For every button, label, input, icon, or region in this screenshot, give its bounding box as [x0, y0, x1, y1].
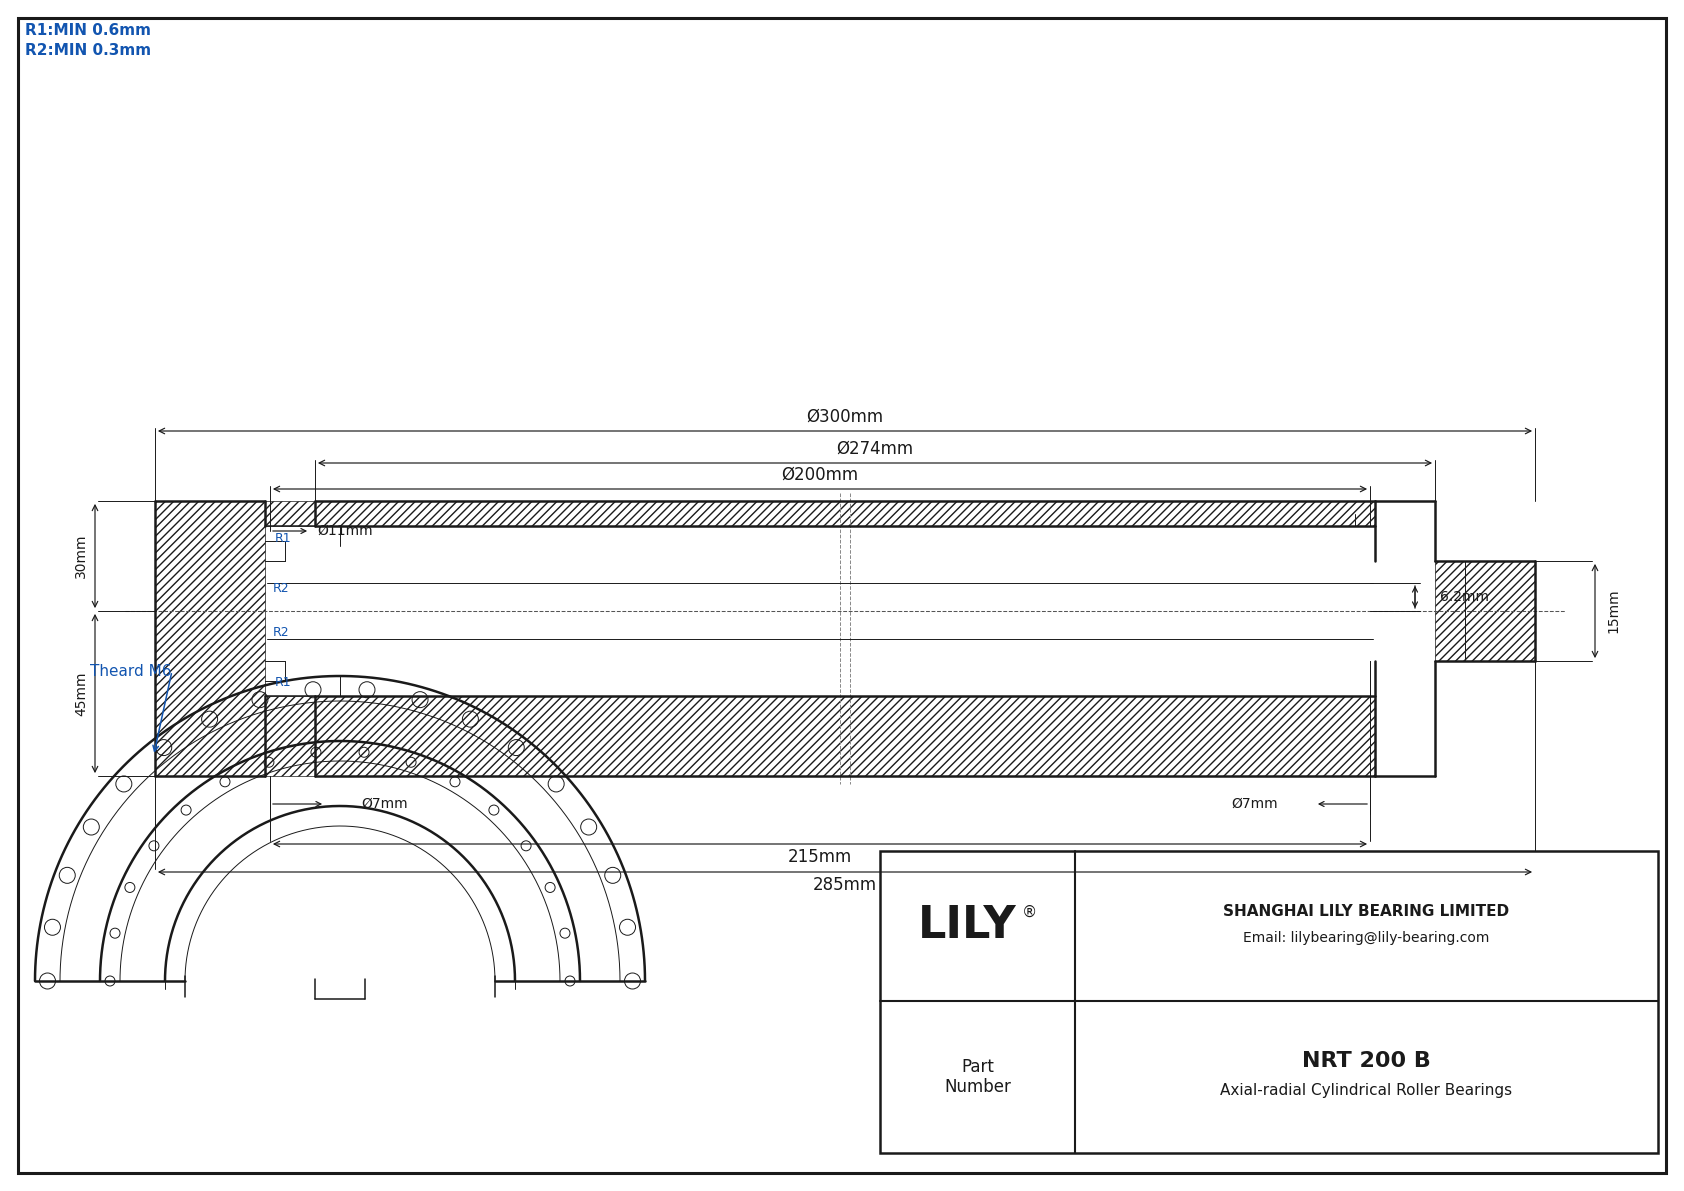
Text: Ø11mm: Ø11mm — [317, 524, 372, 538]
Bar — [264, 696, 315, 777]
Bar — [315, 696, 1376, 777]
Text: Ø300mm: Ø300mm — [807, 409, 884, 426]
Text: 45mm: 45mm — [74, 672, 88, 716]
Text: LILY: LILY — [918, 904, 1017, 948]
Bar — [315, 526, 1376, 696]
Text: R2: R2 — [273, 626, 290, 640]
Text: Ø7mm: Ø7mm — [1231, 797, 1278, 811]
Text: R2:MIN 0.3mm: R2:MIN 0.3mm — [25, 43, 152, 58]
Text: Ø7mm: Ø7mm — [362, 797, 408, 811]
Bar — [1435, 561, 1536, 661]
Text: Theard M6: Theard M6 — [89, 663, 172, 679]
Text: Axial-radial Cylindrical Roller Bearings: Axial-radial Cylindrical Roller Bearings — [1221, 1084, 1512, 1098]
Text: Part
Number: Part Number — [945, 1058, 1010, 1097]
Bar — [155, 501, 264, 777]
Text: Ø274mm: Ø274mm — [837, 439, 913, 459]
Text: 6.2mm: 6.2mm — [1440, 590, 1489, 604]
Text: R1:MIN 0.6mm: R1:MIN 0.6mm — [25, 23, 152, 38]
Text: 30mm: 30mm — [74, 534, 88, 579]
Text: 215mm: 215mm — [788, 848, 852, 866]
Bar — [881, 852, 1659, 1153]
Text: Ø200mm: Ø200mm — [781, 466, 859, 484]
Text: 15mm: 15mm — [1607, 588, 1620, 634]
Text: NRT 200 B: NRT 200 B — [1302, 1050, 1431, 1071]
Text: R1: R1 — [274, 676, 291, 690]
Text: SHANGHAI LILY BEARING LIMITED: SHANGHAI LILY BEARING LIMITED — [1224, 904, 1509, 919]
Text: R2: R2 — [273, 582, 290, 596]
Bar — [315, 501, 1376, 526]
Text: ®: ® — [1022, 904, 1037, 919]
Text: Email: lilybearing@lily-bearing.com: Email: lilybearing@lily-bearing.com — [1243, 931, 1490, 944]
Text: 285mm: 285mm — [813, 877, 877, 894]
Bar — [264, 501, 315, 526]
Text: R1: R1 — [274, 532, 291, 545]
